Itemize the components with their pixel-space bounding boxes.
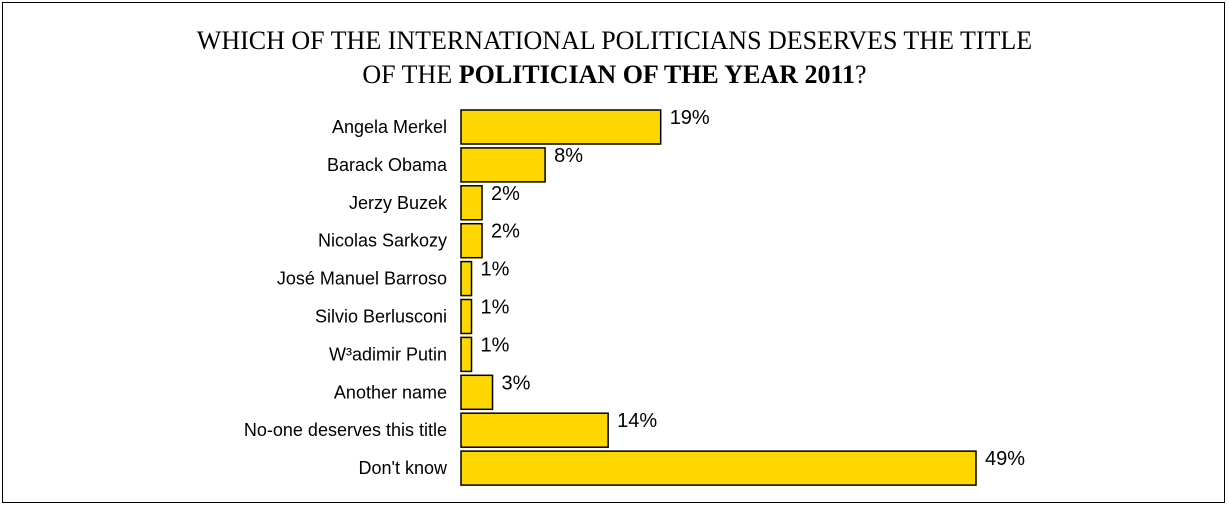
value-label-silvio-berlusconi: 1% [481, 297, 510, 319]
value-label-another-name: 3% [502, 372, 531, 394]
category-label-jerzy-buzek: Jerzy Buzek [349, 193, 448, 213]
chart-title-prefix: OF THE [362, 60, 459, 89]
value-label-no-one-deserves-this-title: 14% [617, 410, 657, 432]
value-label-jose-manuel-barroso: 1% [481, 259, 510, 281]
bar-don-t-know [460, 450, 977, 486]
bar-jose-manuel-barroso [460, 260, 473, 297]
value-label-w-adimir-putin: 1% [481, 334, 510, 356]
bar-w-adimir-putin [460, 336, 473, 373]
chart-title: WHICH OF THE INTERNATIONAL POLITICIANS D… [0, 24, 1229, 92]
category-label-nicolas-sarkozy: Nicolas Sarkozy [318, 231, 447, 251]
chart-title-line2: OF THE POLITICIAN OF THE YEAR 2011? [0, 58, 1229, 92]
value-label-jerzy-buzek: 2% [491, 183, 520, 205]
bar-barack-obama [460, 147, 546, 183]
category-label-silvio-berlusconi: Silvio Berlusconi [315, 307, 447, 327]
bar-another-name [460, 374, 494, 411]
category-label-barack-obama: Barack Obama [327, 155, 448, 175]
value-label-don-t-know: 49% [985, 448, 1025, 470]
value-label-angela-merkel: 19% [670, 107, 710, 129]
bar-nicolas-sarkozy [460, 222, 483, 259]
bar-jerzy-buzek [460, 185, 483, 221]
category-label-angela-merkel: Angela Merkel [332, 117, 447, 137]
category-label-jose-manuel-barroso: José Manuel Barroso [277, 269, 447, 289]
category-label-another-name: Another name [334, 382, 447, 402]
category-label-don-t-know: Don't know [359, 458, 448, 478]
value-label-barack-obama: 8% [554, 145, 583, 167]
bar-angela-merkel [460, 109, 662, 145]
category-label-w-adimir-putin: W³adimir Putin [329, 344, 447, 364]
chart-title-suffix: ? [855, 60, 867, 89]
bar-silvio-berlusconi [460, 298, 473, 335]
bar-no-one-deserves-this-title [460, 412, 609, 448]
chart-title-line1: WHICH OF THE INTERNATIONAL POLITICIANS D… [196, 26, 1033, 55]
value-label-nicolas-sarkozy: 2% [491, 221, 520, 243]
category-label-no-one-deserves-this-title: No-one deserves this title [244, 420, 447, 440]
chart-title-bold: POLITICIAN OF THE YEAR 2011 [458, 60, 856, 89]
